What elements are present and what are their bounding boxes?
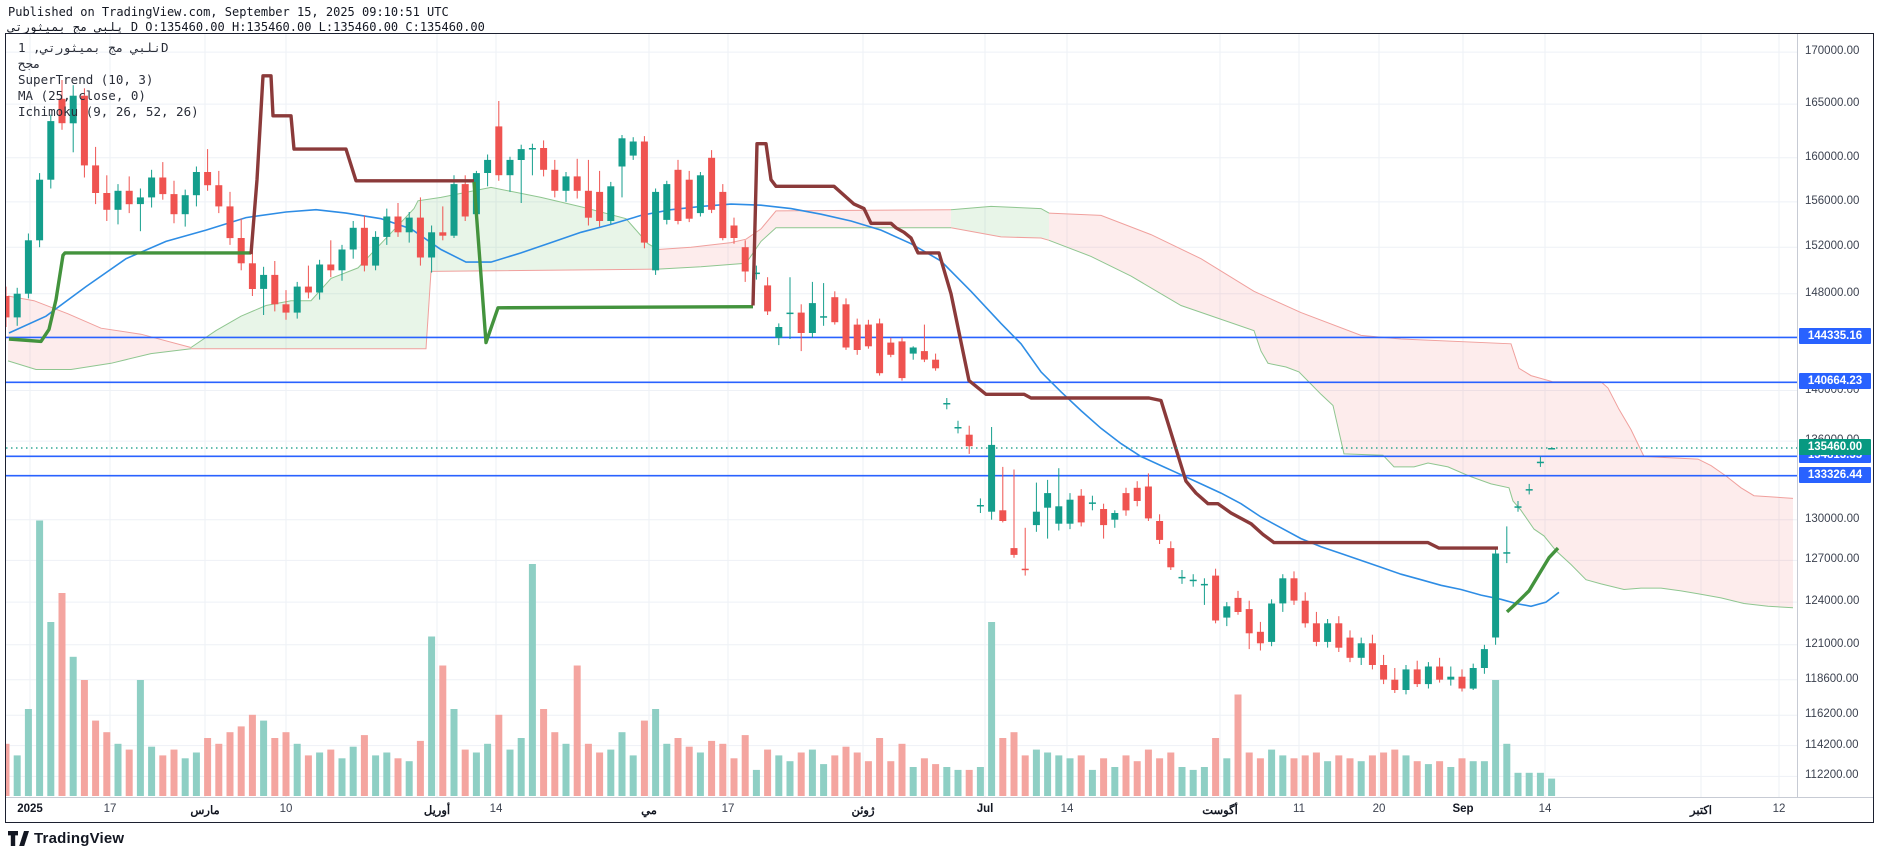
date-tick-label: 14 <box>1538 803 1552 815</box>
current-price-label[interactable]: 135460.00 <box>1799 438 1871 455</box>
date-tick-label: أوريل <box>423 805 451 817</box>
alert-price-label[interactable]: 133326.44 <box>1799 466 1871 483</box>
legend-indicator-ma[interactable]: MA (25, close, 0) <box>18 88 146 103</box>
price-tick-label: 165000.00 <box>1805 97 1860 110</box>
legend-indicator-ichimoku[interactable]: Ichimoku (9, 26, 52, 26) <box>18 104 199 119</box>
price-tick-label: 118600.00 <box>1805 672 1859 685</box>
price-tick-label: 156000.00 <box>1805 194 1860 207</box>
date-tick-label: 2025 <box>17 803 43 815</box>
date-tick-label: مارس <box>190 805 220 817</box>
price-axis[interactable]: 170000.00 165000.00 160000.00 156000.00 1520… <box>1797 34 1874 797</box>
price-tick-label: 130000.00 <box>1805 512 1860 525</box>
price-tick-label: 114200.00 <box>1805 738 1859 751</box>
tradingview-logo-text: TradingView <box>34 830 125 847</box>
date-tick-label: 20 <box>1372 803 1386 815</box>
ichimoku-cloud <box>7 186 1794 609</box>
date-tick-label: أگوست <box>1202 805 1238 817</box>
date-tick-label: Jul <box>976 803 994 815</box>
chart-panel[interactable]: نلبي مج بميثورتي, 1D مجح SuperTrend (10,… <box>5 33 1874 823</box>
date-tick-label: 17 <box>721 803 735 815</box>
date-tick-label: مي <box>641 805 657 817</box>
price-tick-label: 160000.00 <box>1805 150 1860 163</box>
alert-lines[interactable] <box>6 336 1797 477</box>
supertrend-line <box>8 74 1560 614</box>
legend-indicator-supertrend[interactable]: SuperTrend (10, 3) <box>18 72 154 87</box>
price-tick-label: 116200.00 <box>1805 708 1859 721</box>
date-tick-label: 17 <box>103 803 117 815</box>
tradingview-attribution[interactable]: TradingView <box>8 830 124 847</box>
price-tick-label: 148000.00 <box>1805 286 1860 299</box>
price-tick-label: 127000.00 <box>1805 553 1860 566</box>
symbol-ohlc-line: پلبي مج بميثورتي D O:135460.00 H:135460.… <box>8 20 485 34</box>
date-tick-label: 12 <box>1772 803 1786 815</box>
ohlc-values: D O:135460.00 H:135460.00 L:135460.00 C:… <box>130 20 485 34</box>
published-line: Published on TradingView.com, September … <box>8 5 449 19</box>
date-tick-label: 10 <box>279 803 293 815</box>
alert-price-label[interactable]: 140664.23 <box>1799 373 1871 390</box>
candle-series <box>6 80 1556 695</box>
tradingview-logo-icon <box>8 831 29 846</box>
price-tick-label: 170000.00 <box>1805 45 1860 58</box>
ma-line <box>8 203 1560 608</box>
date-tick-label: اكتبر <box>1690 805 1712 817</box>
price-tick-label: 121000.00 <box>1805 637 1860 650</box>
date-tick-label: 14 <box>489 803 503 815</box>
time-axis[interactable]: 2025 17 مارس 10 أوريل 14 مي 17 ژوئن Jul 14 أگوست 11 2… <box>6 797 1873 823</box>
legend-subtitle[interactable]: مجح <box>18 56 41 71</box>
price-tick-label: 112200.00 <box>1805 769 1859 782</box>
volume-series <box>6 520 1556 796</box>
chart-legend: نلبي مج بميثورتي, 1D مجح SuperTrend (10,… <box>18 40 199 120</box>
date-tick-label: 11 <box>1293 803 1305 815</box>
legend-symbol[interactable]: نلبي مج بميثورتي, 1D <box>18 40 169 55</box>
price-chart-canvas[interactable] <box>6 34 1797 797</box>
symbol-name: پلبي مج بميثورتي <box>8 20 124 34</box>
date-tick-label: Sep <box>1452 803 1474 815</box>
date-tick-label: ژوئن <box>851 805 875 817</box>
alert-price-label[interactable]: 144335.16 <box>1799 328 1871 345</box>
price-tick-label: 152000.00 <box>1805 240 1860 253</box>
date-tick-label: 14 <box>1060 803 1074 815</box>
price-tick-label: 124000.00 <box>1805 595 1860 608</box>
